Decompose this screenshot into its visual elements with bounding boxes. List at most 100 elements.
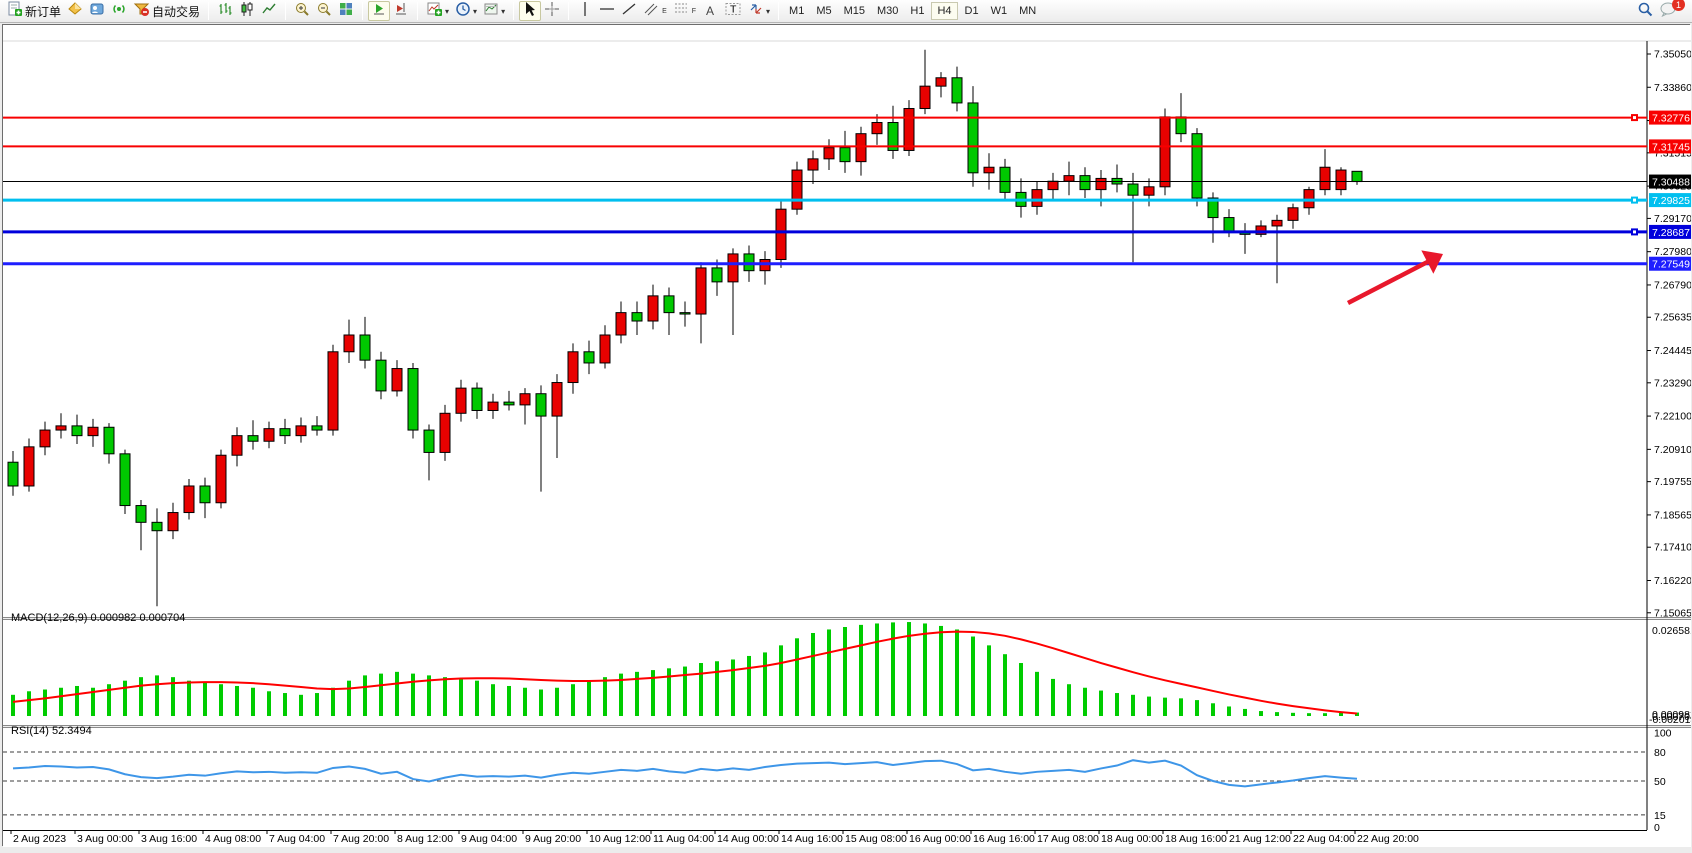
candle-down[interactable] [887, 122, 899, 151]
candle-down[interactable] [375, 359, 387, 392]
candle-down[interactable] [1191, 133, 1203, 199]
candle-down[interactable] [151, 521, 163, 532]
candle-up[interactable] [615, 312, 627, 336]
new-order-button[interactable]: 新订单 [4, 1, 64, 21]
palette-button[interactable] [64, 1, 86, 21]
pane-separator[interactable] [3, 725, 1691, 728]
candle-up[interactable] [1095, 177, 1107, 191]
indicators-button[interactable]: ▾ [423, 1, 452, 21]
candle-up[interactable] [775, 208, 787, 261]
candle-down[interactable] [423, 429, 435, 453]
text-button[interactable]: A [699, 1, 721, 21]
candle-down[interactable] [119, 453, 131, 507]
vertical-line-button[interactable] [574, 1, 596, 21]
candles-chart-button[interactable] [236, 1, 258, 21]
date-label[interactable]: 7 Aug 04:00 [269, 833, 325, 845]
cursor-button[interactable] [519, 1, 542, 21]
trendline-button[interactable] [618, 1, 640, 21]
candle-down[interactable] [71, 425, 83, 437]
candle-down[interactable] [199, 485, 211, 504]
date-label[interactable]: 3 Aug 00:00 [77, 833, 133, 845]
market-depth-button[interactable] [86, 1, 108, 21]
candle-down[interactable] [535, 393, 547, 417]
tile-windows-button[interactable] [335, 1, 357, 21]
candle-up[interactable] [215, 454, 227, 504]
periods-button[interactable]: ▾ [452, 1, 480, 21]
date-label[interactable]: 11 Aug 04:00 [653, 833, 714, 845]
candle-up[interactable] [1159, 116, 1171, 188]
candle-up[interactable] [439, 412, 451, 453]
candle-up[interactable] [1255, 225, 1267, 235]
candle-up[interactable] [1319, 166, 1331, 191]
date-label[interactable]: 15 Aug 08:00 [845, 833, 907, 845]
candle-down[interactable] [951, 77, 963, 104]
candle-down[interactable] [103, 426, 115, 455]
candle-down[interactable] [311, 425, 323, 431]
candle-down[interactable] [247, 435, 259, 442]
date-label[interactable]: 14 Aug 00:00 [717, 833, 779, 845]
candle-down[interactable] [407, 368, 419, 431]
chat-button[interactable]: 1 [1656, 0, 1685, 21]
zoom-out-button[interactable] [313, 1, 335, 21]
date-label[interactable]: 2 Aug 2023 [13, 833, 66, 845]
candle-up[interactable] [919, 85, 931, 110]
candle-up[interactable] [343, 334, 355, 353]
candle-down[interactable] [135, 505, 147, 523]
zoom-in-button[interactable] [291, 1, 313, 21]
crosshair-button[interactable] [541, 1, 563, 21]
date-label[interactable]: 3 Aug 16:00 [141, 833, 197, 845]
candle-up[interactable] [1287, 207, 1299, 221]
signals-button[interactable] [108, 1, 130, 21]
candle-down[interactable] [1223, 217, 1235, 233]
timeframe-mn[interactable]: MN [1019, 5, 1037, 17]
date-label[interactable]: 4 Aug 08:00 [205, 833, 261, 845]
candle-down[interactable] [711, 267, 723, 283]
date-label[interactable]: 17 Aug 08:00 [1037, 833, 1099, 845]
candle-up[interactable] [983, 166, 995, 174]
algo-trading-button[interactable]: 自动交易 [130, 1, 203, 21]
date-label[interactable]: 18 Aug 00:00 [1101, 833, 1163, 845]
candle-up[interactable] [855, 133, 867, 163]
date-label[interactable]: 21 Aug 12:00 [1229, 833, 1291, 845]
candle-up[interactable] [871, 122, 883, 135]
date-label[interactable]: 9 Aug 20:00 [525, 833, 581, 845]
chart-canvas[interactable]: 7.350507.338607.326707.315157.303257.291… [3, 25, 1691, 847]
date-label[interactable]: 16 Aug 00:00 [909, 833, 971, 845]
timeframe-d1[interactable]: D1 [964, 5, 979, 17]
candle-down[interactable] [967, 102, 979, 174]
candle-down[interactable] [1127, 183, 1139, 196]
shapes-button[interactable]: ▾ [745, 1, 773, 21]
candle-up[interactable] [391, 368, 403, 392]
date-label[interactable]: 18 Aug 16:00 [1165, 833, 1227, 845]
candle-up[interactable] [823, 147, 835, 160]
candle-up[interactable] [1047, 180, 1059, 191]
date-label[interactable]: 22 Aug 20:00 [1357, 833, 1419, 845]
auto-scroll-button[interactable] [368, 1, 391, 21]
candle-down[interactable] [503, 401, 515, 406]
timeframe-m5[interactable]: M5 [816, 5, 832, 17]
candle-up[interactable] [295, 425, 307, 437]
candle-up[interactable] [599, 334, 611, 364]
date-label[interactable]: 22 Aug 04:00 [1293, 833, 1355, 845]
candle-up[interactable] [327, 351, 339, 431]
candle-up[interactable] [55, 425, 67, 431]
candle-up[interactable] [1335, 169, 1347, 191]
candle-down[interactable] [663, 295, 675, 314]
candle-up[interactable] [551, 382, 563, 417]
candle-up[interactable] [903, 108, 915, 151]
candle-down[interactable] [279, 428, 291, 437]
candle-up[interactable] [263, 428, 275, 442]
candle-up[interactable] [87, 426, 99, 437]
search-button[interactable] [1634, 1, 1656, 21]
candle-down[interactable] [839, 147, 851, 163]
candle-down[interactable] [631, 312, 643, 322]
candle-up[interactable] [1031, 189, 1043, 207]
timeframe-m1[interactable]: M1 [789, 5, 805, 17]
timeframe-h1[interactable]: H1 [910, 5, 925, 17]
date-label[interactable]: 8 Aug 12:00 [397, 833, 453, 845]
date-label[interactable]: 16 Aug 16:00 [973, 833, 1035, 845]
candle-up[interactable] [1271, 219, 1283, 227]
timeframe-w1[interactable]: W1 [990, 5, 1008, 17]
candle-down[interactable] [1207, 197, 1219, 219]
candle-up[interactable] [807, 158, 819, 171]
